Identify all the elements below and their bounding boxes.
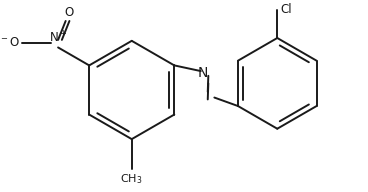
Text: CH$_3$: CH$_3$ — [120, 172, 143, 186]
Text: N$^+$: N$^+$ — [49, 30, 67, 46]
Text: N: N — [198, 66, 208, 80]
Text: O: O — [65, 6, 74, 19]
Text: Cl: Cl — [280, 3, 292, 16]
Text: $^-$O: $^-$O — [0, 36, 20, 49]
